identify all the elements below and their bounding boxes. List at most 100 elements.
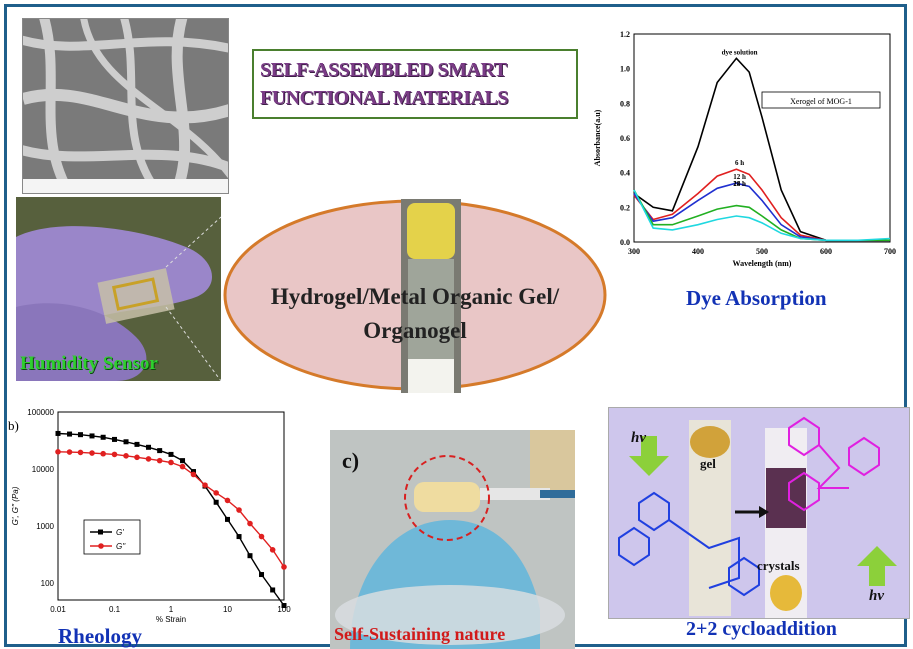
rheology-data-point bbox=[224, 497, 231, 504]
dye-x-tick-label: 300 bbox=[628, 247, 640, 256]
rheology-data-point bbox=[236, 507, 242, 513]
dye-y-tick-label: 0.8 bbox=[620, 99, 630, 108]
rheology-data-point bbox=[179, 463, 186, 470]
dye-series-label: dye solution bbox=[722, 48, 758, 56]
dye-plot-area bbox=[633, 33, 891, 243]
hv-bottom-label: hv bbox=[869, 588, 884, 604]
rheology-y-tick-label: 100000 bbox=[27, 408, 54, 417]
self-sustaining-graphic bbox=[330, 430, 575, 649]
rheology-legend-box bbox=[83, 519, 141, 555]
rheology-legend-label: G' bbox=[116, 528, 124, 537]
rheology-data-point bbox=[225, 516, 230, 522]
rheology-data-point bbox=[190, 469, 196, 475]
rheology-data-point bbox=[258, 533, 265, 540]
rheology-data-point bbox=[100, 434, 106, 440]
rheology-data-point bbox=[123, 453, 129, 459]
title-line-1: SELF-ASSEMBLED SMART bbox=[260, 59, 507, 81]
rheology-data-point bbox=[247, 520, 253, 527]
rheology-panel-label: b) bbox=[8, 418, 19, 433]
rheology-data-point bbox=[55, 430, 61, 436]
rheology-data-point bbox=[55, 449, 61, 455]
center-oval bbox=[223, 199, 607, 393]
rheology-data-point bbox=[111, 451, 118, 458]
sem-image bbox=[22, 18, 229, 194]
cycloaddition-panel: hv hv gel crystals bbox=[608, 407, 910, 619]
rheology-legend-marker bbox=[98, 529, 103, 535]
rheology-data-point bbox=[156, 457, 163, 464]
rheology-chart: 0.01 0.1 1 10 100 100 1000 10000 100000 % Strain G… bbox=[11, 408, 291, 624]
rheology-y-tick-label: 10000 bbox=[32, 465, 55, 474]
rheology-x-axis-label: % Strain bbox=[156, 615, 186, 624]
rheology-y-tick-label: 100 bbox=[41, 579, 55, 588]
rheology-y-tick-label: 1000 bbox=[36, 522, 54, 531]
self-sustaining-caption: Self-Sustaining nature bbox=[334, 624, 506, 644]
dye-series-label: 18 h bbox=[733, 180, 746, 188]
dye-x-tick-label: 400 bbox=[692, 247, 704, 256]
dye-legend-box bbox=[761, 91, 881, 109]
rheology-data-point bbox=[123, 439, 129, 445]
rheology-data-point bbox=[259, 572, 265, 578]
center-text-line-1: Hydrogel/Metal Organic Gel/ bbox=[270, 284, 560, 309]
rheology-data-point bbox=[112, 436, 117, 442]
rheology-caption: Rheology bbox=[58, 624, 142, 648]
dye-y-tick-label: 0.4 bbox=[620, 169, 630, 178]
rheology-data-point bbox=[269, 547, 276, 553]
rheology-data-point bbox=[236, 534, 242, 540]
dye-series-label: 24 h bbox=[733, 180, 746, 188]
gel-label: gel bbox=[700, 456, 716, 471]
title-box: SELF-ASSEMBLED SMART FUNCTIONAL MATERIAL… bbox=[252, 49, 578, 119]
dye-series-label: 12 h bbox=[733, 173, 746, 181]
rheology-data-point bbox=[100, 450, 106, 457]
sensor-graphic bbox=[16, 197, 221, 381]
dye-legend-label: Xerogel of MOG-1 bbox=[790, 97, 852, 106]
rheology-x-tick-label: 1 bbox=[169, 605, 174, 614]
dye-y-tick-label: 0.0 bbox=[620, 238, 630, 247]
rheology-x-tick-label: 10 bbox=[223, 605, 232, 614]
rheology-legend-label: G'' bbox=[116, 542, 126, 551]
self-sustaining-photo: c) Self-Sustaining nature bbox=[330, 430, 575, 649]
rheology-data-point bbox=[89, 433, 95, 439]
rheology-data-point bbox=[190, 471, 197, 478]
rheology-data-point bbox=[168, 459, 174, 466]
rheology-data-point bbox=[270, 587, 276, 593]
dye-y-tick-label: 0.6 bbox=[620, 134, 630, 143]
rheology-plot-area bbox=[57, 411, 285, 601]
dye-x-tick-label: 700 bbox=[884, 247, 896, 256]
title-line-2: FUNCTIONAL MATERIALS bbox=[260, 87, 509, 109]
dye-y-tick-label: 1.2 bbox=[620, 30, 630, 39]
rheology-y-axis-label: G', G'' (Pa) bbox=[11, 486, 20, 525]
dye-series-line bbox=[633, 189, 891, 242]
dye-x-tick-label: 500 bbox=[756, 247, 768, 256]
rheology-data-point bbox=[77, 449, 84, 456]
rheology-x-tick-label: 100 bbox=[277, 605, 291, 614]
dye-absorption-caption: Dye Absorption bbox=[686, 286, 827, 310]
rheology-data-point bbox=[281, 564, 287, 570]
dye-x-axis-label: Wavelength (nm) bbox=[733, 259, 792, 268]
rheology-data-point bbox=[157, 448, 163, 454]
rheology-data-point bbox=[67, 431, 73, 437]
dye-x-tick-label: 600 bbox=[820, 247, 832, 256]
dye-y-tick-label: 0.2 bbox=[620, 203, 630, 212]
dye-absorption-chart: 300 400 500 600 700 0.0 0.2 0.4 0.6 0.8 1.0 1.2 Wave… bbox=[593, 30, 896, 268]
dye-y-tick-label: 1.0 bbox=[620, 65, 630, 74]
rheology-data-point bbox=[134, 454, 140, 461]
rheology-data-point bbox=[145, 456, 152, 462]
rheology-data-point bbox=[66, 449, 73, 455]
sem-fibers-graphic bbox=[23, 19, 228, 193]
rheology-data-point bbox=[213, 499, 219, 505]
center-text-line-2: Organogel bbox=[363, 318, 467, 343]
dye-y-axis-label: Absorbance(a.u) bbox=[593, 109, 602, 166]
panel-c-label: c) bbox=[342, 448, 360, 473]
rheology-data-point bbox=[180, 458, 186, 464]
rheology-data-point bbox=[146, 444, 152, 450]
rheology-x-tick-label: 0.01 bbox=[50, 605, 66, 614]
rheology-legend-marker bbox=[98, 543, 104, 549]
rheology-data-point bbox=[281, 603, 287, 609]
hv-top-label: hv bbox=[631, 430, 646, 446]
humidity-sensor-caption: Humidity Sensor bbox=[20, 353, 158, 374]
crystals-label: crystals bbox=[757, 558, 800, 573]
rheology-data-point bbox=[247, 553, 253, 559]
rheology-x-tick-label: 0.1 bbox=[109, 605, 121, 614]
rheology-data-point bbox=[77, 432, 83, 438]
dye-series-label: 6 h bbox=[735, 159, 744, 167]
